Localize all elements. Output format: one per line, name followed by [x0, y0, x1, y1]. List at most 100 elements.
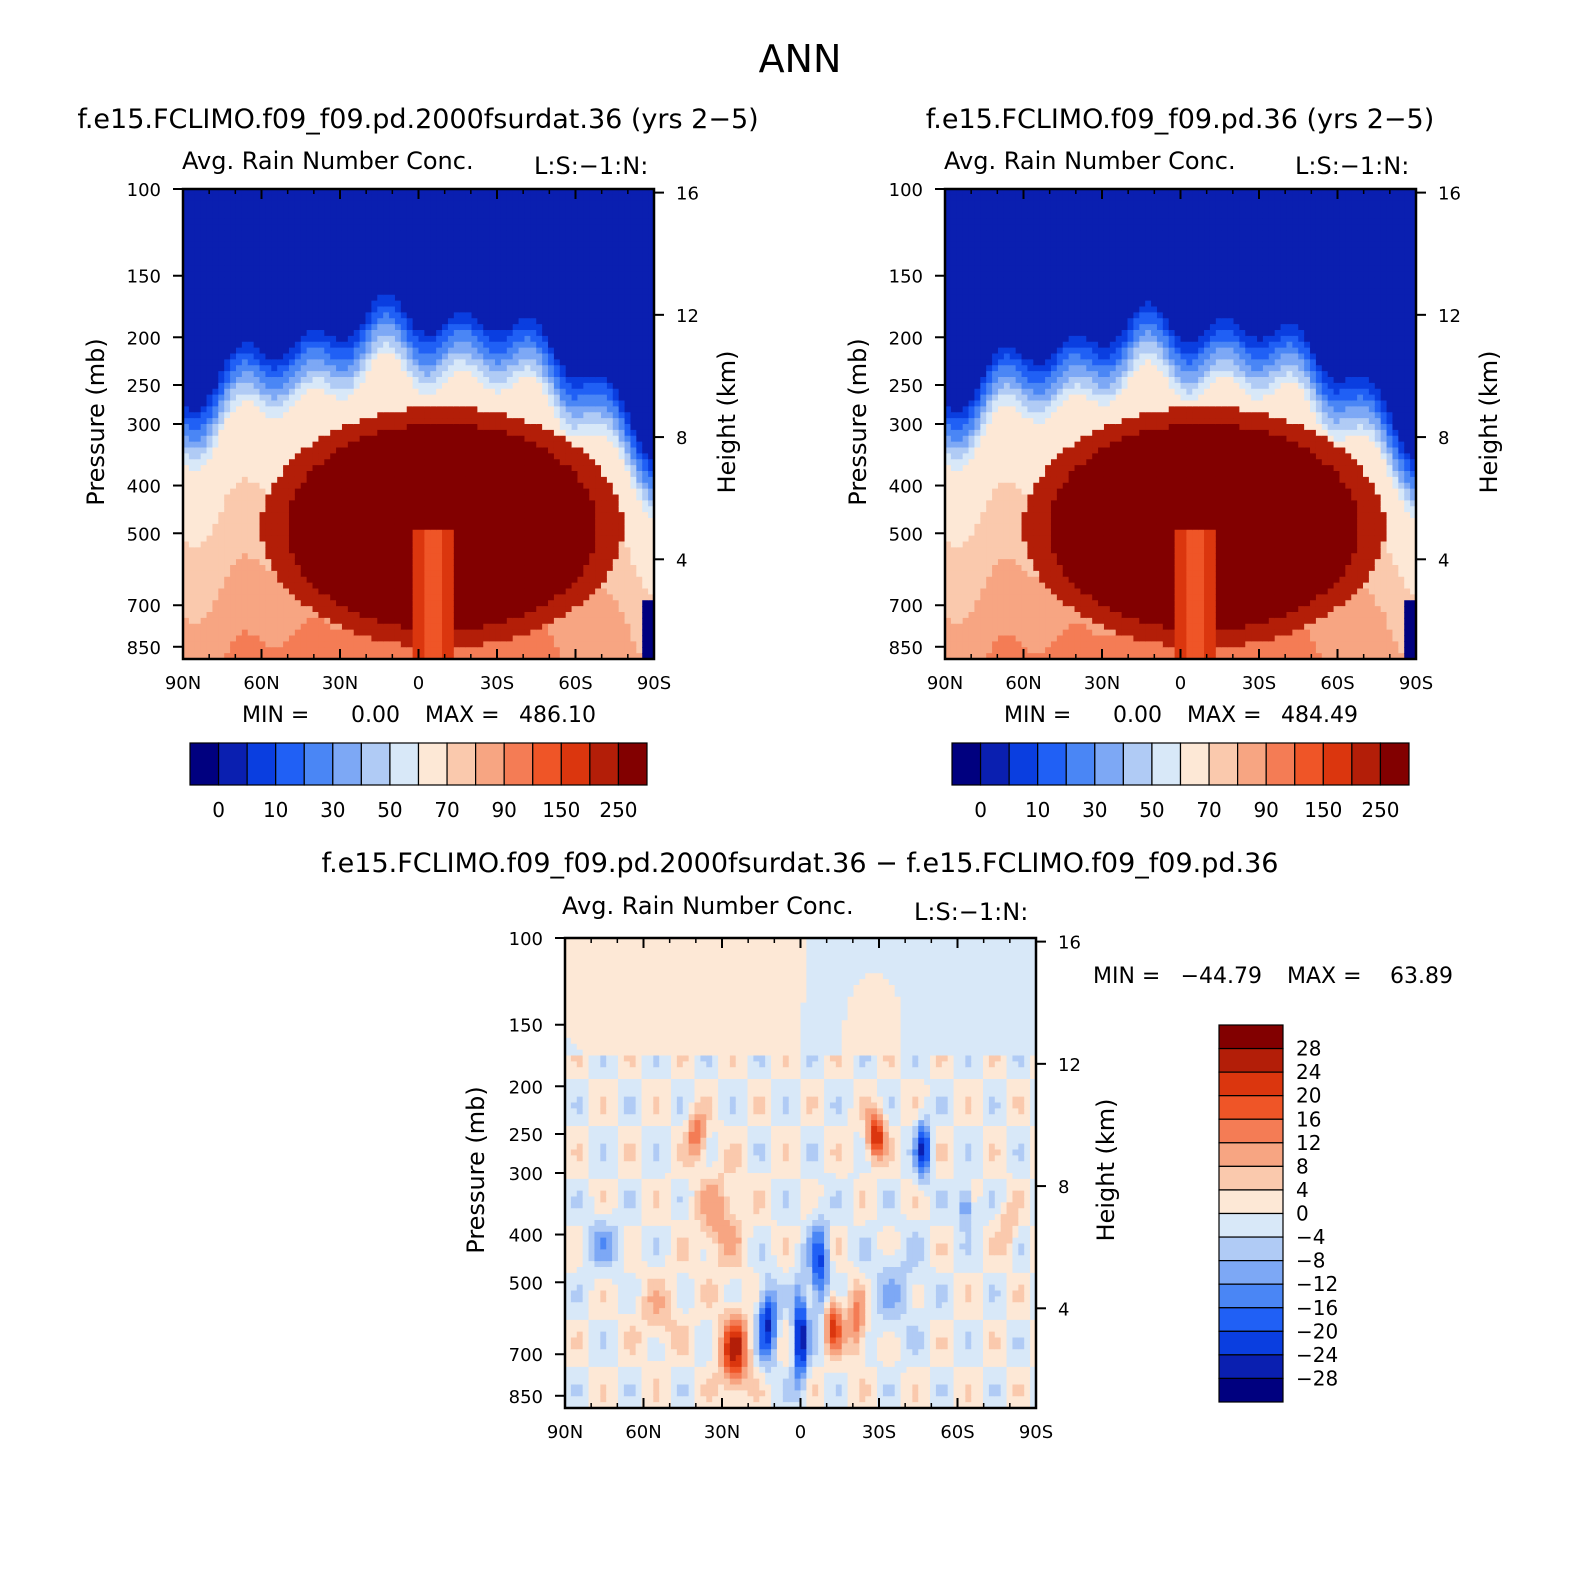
field-cell — [465, 206, 473, 214]
field-cell — [341, 606, 349, 613]
field-cell — [424, 365, 431, 372]
field-cell — [453, 459, 461, 466]
field-cell — [371, 371, 378, 378]
field-cell — [306, 606, 314, 613]
field-cell — [389, 465, 396, 472]
field-cell — [212, 330, 219, 337]
field-cell — [536, 441, 543, 449]
field-cell — [394, 612, 402, 619]
field-cell — [294, 635, 302, 642]
field-cell — [483, 641, 490, 648]
field-cell — [300, 335, 308, 343]
field-cell — [500, 647, 508, 654]
field-cell — [400, 347, 408, 355]
field-cell — [389, 400, 396, 407]
field-cell — [336, 559, 343, 566]
field-cell — [241, 582, 249, 590]
field-cell — [383, 382, 390, 390]
field-cell — [194, 623, 202, 631]
field-cell — [459, 529, 467, 537]
field-cell — [524, 476, 531, 484]
field-cell — [447, 359, 455, 366]
field-cell — [406, 189, 414, 196]
field-cell — [506, 200, 514, 208]
field-cell — [418, 230, 425, 237]
field-cell — [424, 194, 431, 202]
field-cell — [247, 476, 255, 484]
field-cell — [477, 206, 484, 214]
field-cell — [235, 224, 243, 231]
field-cell — [406, 353, 414, 360]
field-cell — [271, 523, 278, 531]
field-cell — [300, 424, 308, 431]
field-cell — [330, 230, 337, 237]
field-cell — [359, 459, 367, 466]
field-cell — [200, 541, 208, 548]
field-cell — [212, 459, 219, 466]
field-cell — [512, 435, 520, 443]
field-cell — [200, 635, 208, 642]
field-cell — [489, 547, 496, 554]
field-cell — [353, 506, 361, 513]
field-cell — [453, 641, 461, 648]
field-cell — [447, 335, 455, 343]
field-cell — [471, 341, 478, 349]
field-cell — [442, 294, 449, 302]
field-cell — [389, 471, 396, 478]
field-cell — [542, 212, 549, 219]
field-cell — [235, 353, 243, 360]
field-cell — [377, 482, 384, 490]
field-cell — [536, 394, 543, 402]
field-cell — [300, 641, 308, 648]
field-cell — [259, 283, 267, 290]
field-cell — [412, 629, 420, 637]
field-cell — [477, 259, 484, 266]
field-cell — [389, 459, 396, 466]
field-cell — [412, 288, 420, 296]
field-cell — [383, 594, 390, 601]
field-cell — [548, 288, 555, 296]
field-cell — [224, 459, 231, 466]
field-cell — [453, 341, 461, 349]
field-cell — [536, 594, 543, 601]
field-cell — [447, 476, 455, 484]
field-cell — [271, 271, 278, 278]
field-cell — [524, 653, 531, 660]
field-cell — [394, 465, 402, 472]
field-cell — [483, 335, 490, 343]
field-cell — [341, 435, 349, 443]
field-cell — [383, 247, 390, 255]
field-cell — [347, 288, 355, 296]
field-cell — [442, 377, 449, 384]
field-cell — [400, 576, 408, 584]
field-cell — [294, 224, 302, 231]
field-cell — [489, 224, 496, 231]
field-cell — [288, 253, 296, 261]
field-cell — [183, 424, 190, 431]
field-cell — [389, 365, 396, 372]
field-cell — [495, 283, 502, 290]
field-cell — [389, 212, 396, 219]
field-cell — [424, 500, 431, 507]
field-cell — [283, 447, 290, 454]
field-cell — [283, 300, 290, 308]
field-cell — [377, 400, 384, 407]
field-cell — [424, 400, 431, 407]
field-cell — [247, 471, 255, 478]
field-cell — [436, 565, 443, 572]
field-cell — [394, 600, 402, 607]
field-cell — [377, 500, 384, 507]
field-cell — [495, 476, 502, 484]
field-cell — [442, 641, 449, 648]
field-cell — [336, 288, 343, 296]
field-cell — [253, 547, 261, 554]
field-cell — [347, 588, 355, 595]
field-cell — [183, 612, 190, 619]
field-cell — [447, 623, 455, 631]
field-cell — [206, 606, 214, 613]
field-cell — [512, 288, 520, 296]
field-cell — [188, 594, 196, 601]
field-cell — [253, 600, 261, 607]
field-cell — [224, 653, 231, 660]
field-cell — [359, 547, 367, 554]
